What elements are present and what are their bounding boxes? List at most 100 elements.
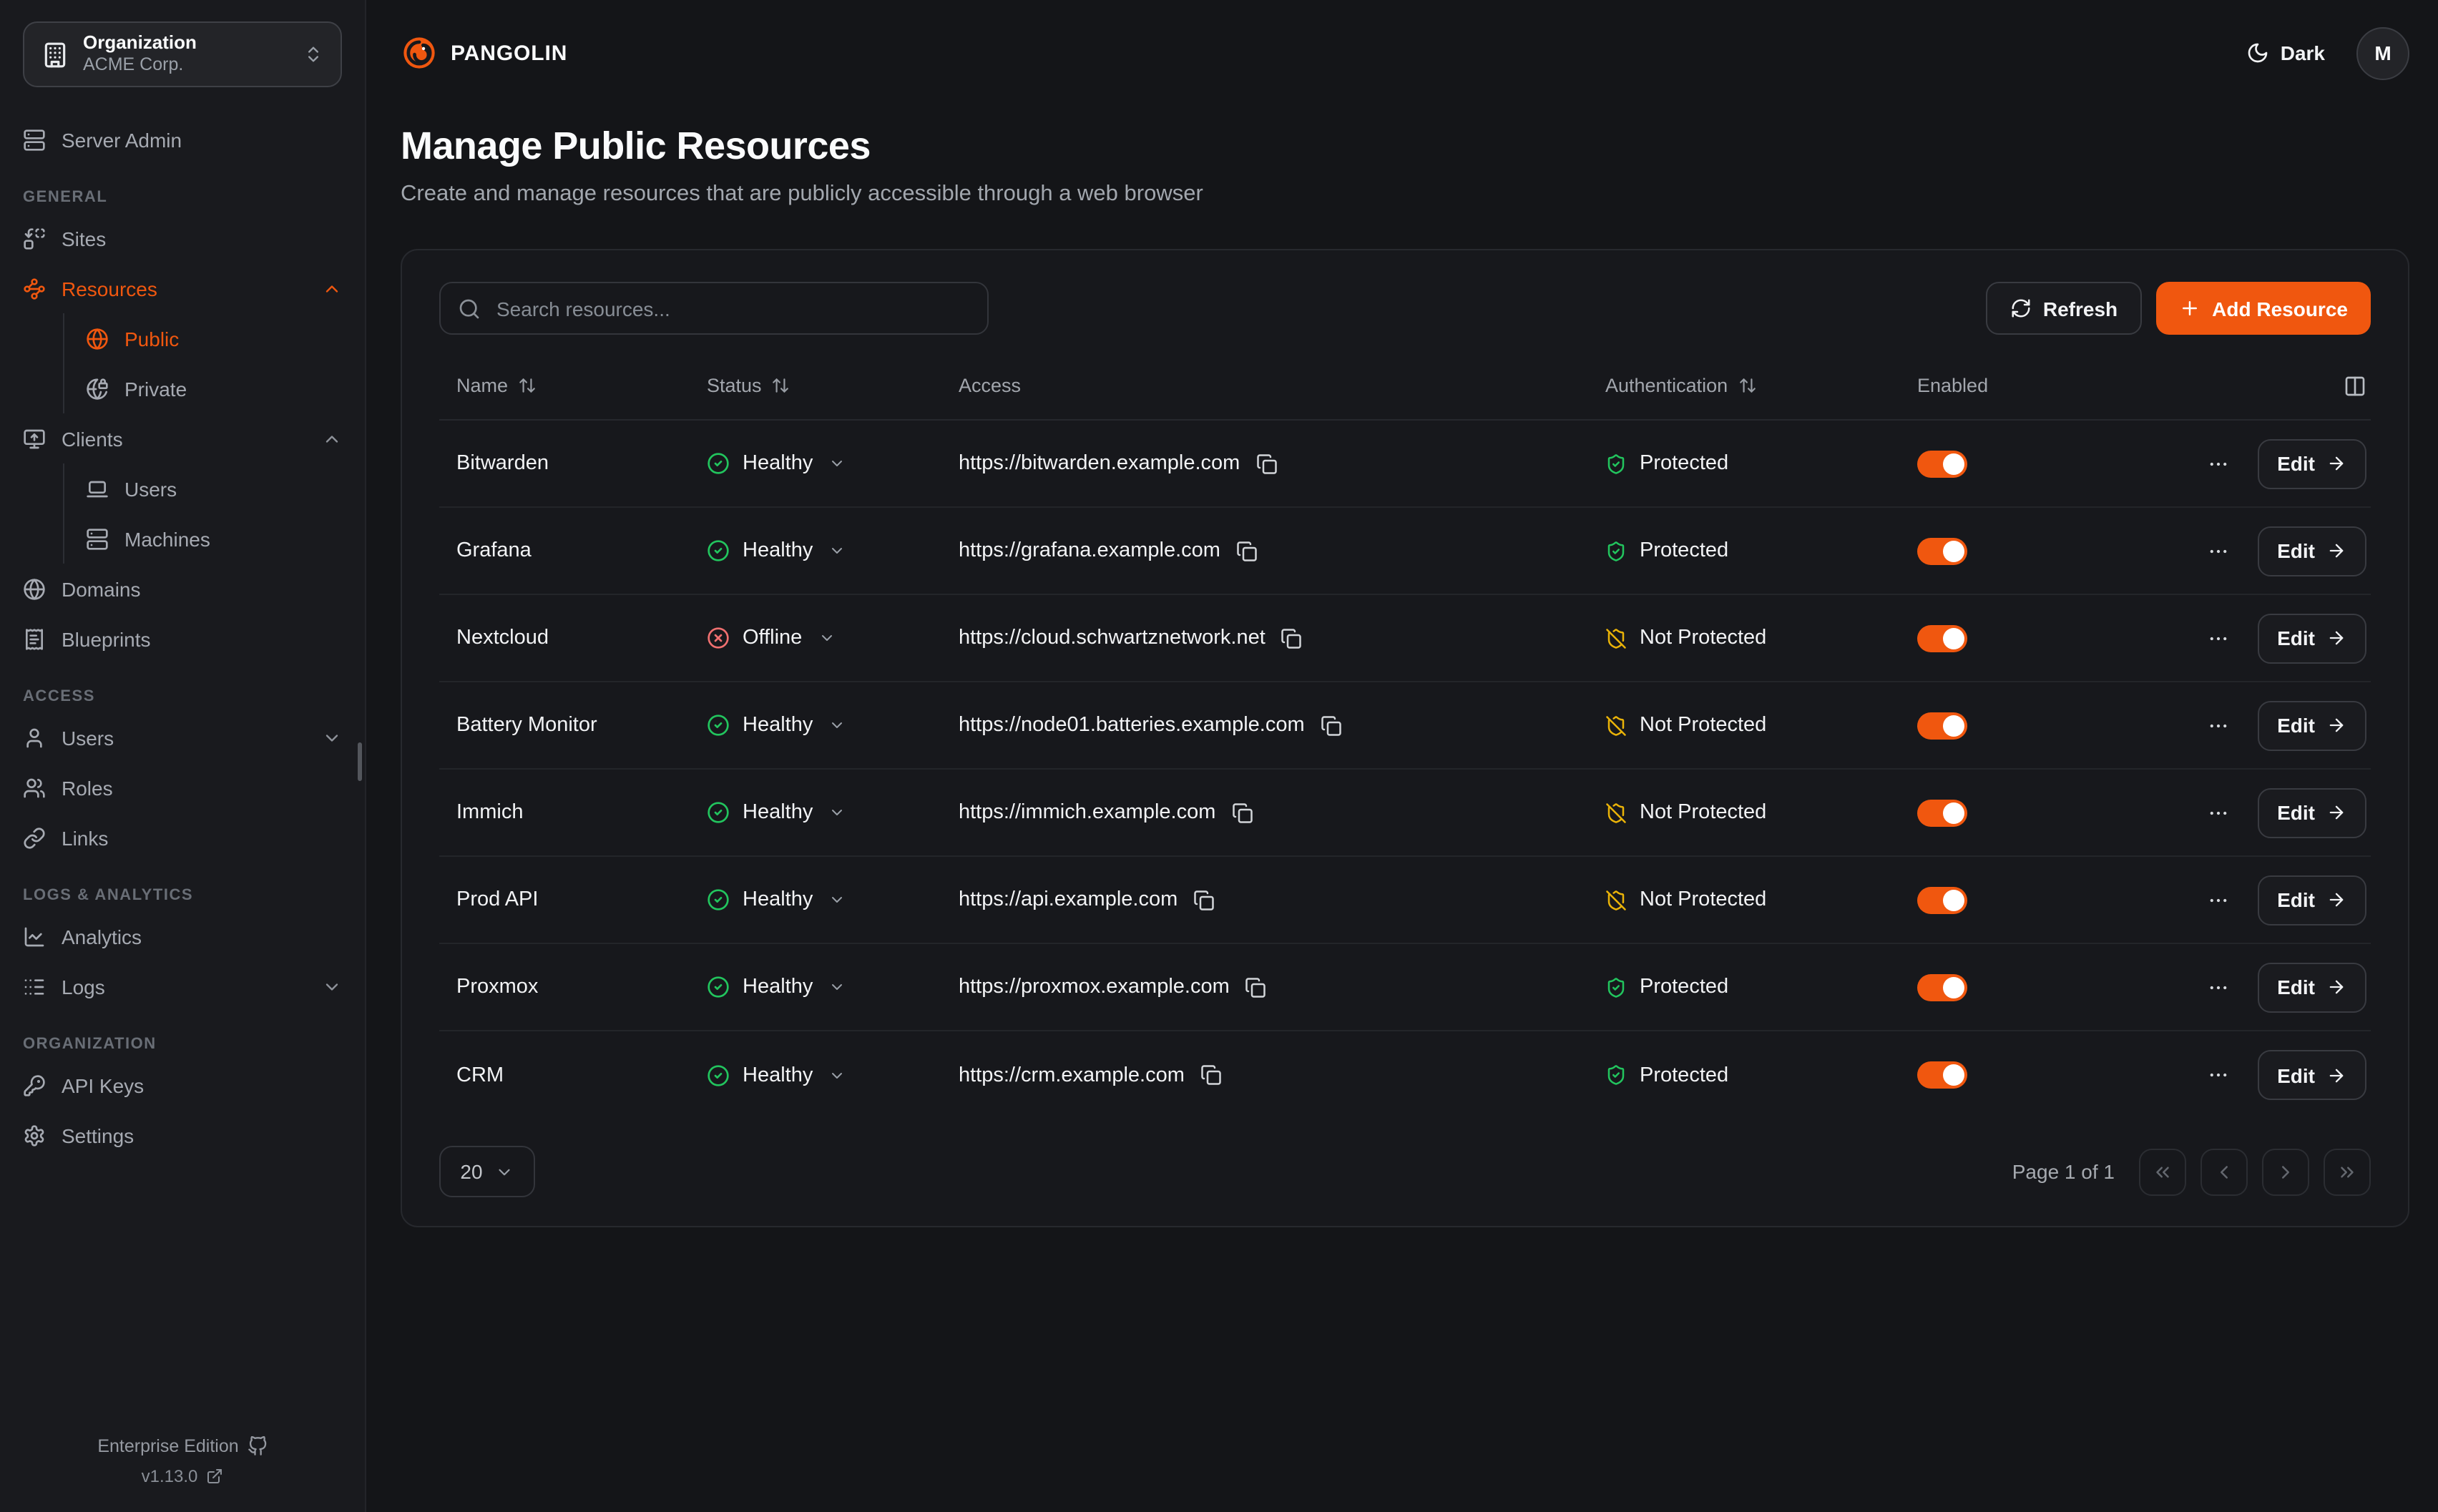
column-header-access: Access [959,375,1022,397]
search-input[interactable] [494,295,970,322]
row-menu-icon[interactable] [2206,976,2230,1000]
sidebar-sections: GENERAL Sites Resources Public Private Client… [23,165,342,1160]
status-dropdown[interactable]: Healthy [707,1064,959,1087]
copy-icon[interactable] [1255,453,1277,475]
sidebar-item-domains[interactable]: Domains [23,564,342,614]
row-menu-icon[interactable] [2206,452,2230,476]
sidebar-item-settings[interactable]: Settings [23,1110,342,1160]
column-header-status[interactable]: Status [707,375,959,397]
status-dropdown[interactable]: Healthy [707,889,959,912]
enabled-toggle[interactable] [1917,712,1967,740]
sidebar-item-clients[interactable]: Clients [23,413,342,463]
columns-view-icon[interactable] [2344,375,2366,398]
edit-button[interactable]: Edit [2257,962,2366,1013]
status-dropdown[interactable]: Healthy [707,453,959,476]
organization-switcher[interactable]: Organization ACME Corp. [23,21,342,87]
next-page-button[interactable] [2262,1148,2309,1196]
theme-toggle[interactable]: Dark [2246,41,2325,64]
sidebar-item-label: Logs [62,975,105,998]
sidebar-item-links[interactable]: Links [23,813,342,863]
sidebar-item-server-admin[interactable]: Server Admin [23,114,342,165]
enabled-toggle[interactable] [1917,973,1967,1001]
edit-button[interactable]: Edit [2257,613,2366,664]
status-dropdown[interactable]: Healthy [707,715,959,737]
shield-off-icon [1605,628,1627,649]
organization-value: ACME Corp. [83,54,184,75]
copy-icon[interactable] [1281,628,1303,649]
row-menu-icon[interactable] [2206,627,2230,651]
sidebar-item-private[interactable]: Private [86,363,342,413]
enabled-toggle[interactable] [1917,450,1967,478]
sidebar-item-machines[interactable]: Machines [86,514,342,564]
status-healthy-icon [707,889,730,912]
sidebar-item-resources[interactable]: Resources [23,263,342,313]
chevron-down-icon [828,892,846,909]
sidebar-item-label: Settings [62,1124,134,1147]
status-label: Healthy [743,801,813,825]
row-menu-icon[interactable] [2206,539,2230,564]
shield-check-icon [1605,453,1627,475]
sidebar-item-users[interactable]: Users [23,712,342,762]
refresh-button[interactable]: Refresh [1985,282,2143,335]
edit-button[interactable]: Edit [2257,700,2366,751]
github-icon [248,1436,268,1456]
edition-link[interactable]: Enterprise Edition [97,1436,267,1456]
sidebar-item-users[interactable]: Users [86,463,342,514]
edit-button[interactable]: Edit [2257,438,2366,489]
enabled-toggle[interactable] [1917,886,1967,914]
status-dropdown[interactable]: Healthy [707,802,959,825]
enabled-toggle[interactable] [1917,537,1967,565]
copy-icon[interactable] [1193,890,1215,911]
status-dropdown[interactable]: Healthy [707,976,959,999]
column-header-authentication[interactable]: Authentication [1605,375,1917,397]
add-resource-button[interactable]: Add Resource [2156,282,2371,335]
arrow-right-icon [2326,629,2346,649]
row-menu-icon[interactable] [2206,801,2230,825]
copy-icon[interactable] [1200,1065,1222,1086]
edit-button[interactable]: Edit [2257,1050,2366,1101]
search-box[interactable] [439,282,989,335]
edit-button[interactable]: Edit [2257,526,2366,576]
copy-icon[interactable] [1245,977,1267,998]
last-page-button[interactable] [2324,1148,2371,1196]
enabled-toggle[interactable] [1917,1061,1967,1089]
waypoints-icon [23,277,46,300]
avatar[interactable]: M [2356,26,2409,79]
sidebar-item-analytics[interactable]: Analytics [23,911,342,961]
enabled-toggle[interactable] [1917,624,1967,652]
toggle-knob [1943,889,1964,911]
sidebar-item-api-keys[interactable]: API Keys [23,1060,342,1110]
refresh-icon [2010,298,2032,320]
status-dropdown[interactable]: Healthy [707,540,959,563]
edit-button[interactable]: Edit [2257,875,2366,926]
sidebar-item-sites[interactable]: Sites [23,213,342,263]
status-dropdown[interactable]: Offline [707,627,959,650]
copy-icon[interactable] [1236,541,1258,562]
resource-name: Prod API [456,888,539,912]
row-menu-icon[interactable] [2206,888,2230,913]
enabled-toggle[interactable] [1917,799,1967,827]
chevrons-left-icon [2152,1162,2173,1183]
sidebar-item-blueprints[interactable]: Blueprints [23,614,342,664]
row-menu-icon[interactable] [2206,714,2230,738]
sidebar-item-public[interactable]: Public [86,313,342,363]
sidebar-scrollbar-thumb[interactable] [358,742,362,781]
copy-icon[interactable] [1231,802,1253,824]
theme-toggle-label: Dark [2280,41,2325,64]
sidebar-item-roles[interactable]: Roles [23,762,342,813]
chevron-down-icon [828,1067,846,1084]
brand[interactable]: PANGOLIN [401,34,567,72]
auth-cell: Protected [1605,976,1917,999]
copy-icon[interactable] [1321,715,1342,737]
first-page-button[interactable] [2139,1148,2186,1196]
toggle-knob [1943,976,1964,998]
edit-button[interactable]: Edit [2257,787,2366,838]
building-icon [41,41,69,68]
previous-page-button[interactable] [2200,1148,2248,1196]
page-size-select[interactable]: 20 [439,1146,535,1198]
version-link[interactable]: v1.13.0 [142,1466,224,1486]
sidebar-item-logs[interactable]: Logs [23,961,342,1011]
plus-icon [2179,298,2200,320]
column-header-name[interactable]: Name [439,375,707,397]
row-menu-icon[interactable] [2206,1064,2230,1088]
